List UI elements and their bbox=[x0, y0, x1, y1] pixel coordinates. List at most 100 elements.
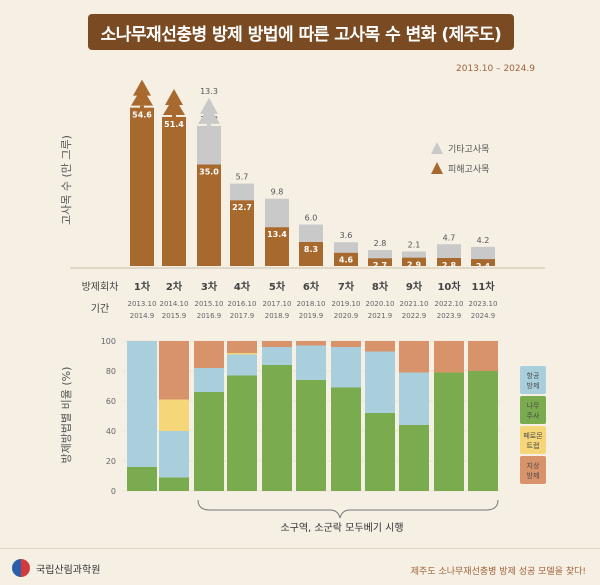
bar-damaged-7 bbox=[334, 252, 358, 266]
label-damaged-10: 2.8 bbox=[442, 261, 457, 270]
bar-injection-4 bbox=[227, 375, 257, 491]
label-other-6: 6.0 bbox=[305, 214, 318, 223]
legend-label-3-a: 페로몬 bbox=[523, 431, 543, 440]
legend-damaged-label: 피해고사목 bbox=[448, 164, 489, 175]
legend-swatch-3 bbox=[520, 426, 546, 454]
period-start-9: 2021.10 bbox=[400, 300, 429, 308]
tree-trunk-icon-1 bbox=[140, 105, 144, 110]
bar-aerial-3 bbox=[194, 368, 224, 392]
bar-damaged-4 bbox=[230, 200, 254, 266]
tree-icon-3 bbox=[198, 97, 220, 124]
y-tick-80: 80 bbox=[106, 367, 116, 376]
tree-icon-1 bbox=[131, 79, 153, 106]
period-start-6: 2018.10 bbox=[297, 300, 326, 308]
bar-damaged-8 bbox=[368, 258, 392, 266]
legend-label-4-b: 방제 bbox=[527, 471, 540, 480]
top-y-axis-label: 고사목 수 (만 그루) bbox=[60, 135, 73, 225]
label-damaged-1: 54.6 bbox=[132, 111, 152, 120]
bar-aerial-1 bbox=[127, 341, 157, 467]
footer-tagline: 제주도 소나무재선충병 방제 성공 모델을 찾다! bbox=[410, 567, 586, 577]
bar-aerial-4 bbox=[227, 354, 257, 376]
round-label-11: 11차 bbox=[471, 280, 495, 293]
org-name: 국립산림과학원 bbox=[36, 564, 101, 576]
label-damaged-11: 2.4 bbox=[476, 262, 491, 271]
period-label: 2013.10 – 2024.9 bbox=[456, 64, 535, 74]
row-label-round: 방제회차 bbox=[82, 281, 119, 293]
institute-logo-icon bbox=[12, 559, 30, 577]
bar-damaged-5 bbox=[265, 227, 289, 266]
label-other-9: 2.1 bbox=[408, 241, 421, 250]
label-damaged-7: 4.6 bbox=[339, 256, 354, 265]
y-tick-20: 20 bbox=[106, 457, 116, 466]
period-start-5: 2017.10 bbox=[263, 300, 292, 308]
period-end-11: 2024.9 bbox=[471, 312, 496, 320]
bottom-y-axis-label: 방제방법별 비율 (%) bbox=[60, 367, 73, 464]
round-label-10: 10차 bbox=[437, 280, 461, 293]
bar-injection-2 bbox=[159, 477, 189, 491]
bar-injection-6 bbox=[296, 380, 326, 491]
legend-swatch-1 bbox=[520, 366, 546, 394]
label-damaged-3: 35.0 bbox=[199, 168, 219, 177]
bar-other-8 bbox=[368, 250, 392, 259]
bar-aerial-2 bbox=[159, 431, 189, 478]
tree-trunk-icon-3 bbox=[207, 123, 211, 128]
period-end-10: 2023.9 bbox=[437, 312, 462, 320]
legend-label-2-a: 나무 bbox=[527, 401, 540, 410]
bar-ground-9 bbox=[399, 341, 429, 373]
y-tick-60: 60 bbox=[106, 397, 116, 406]
y-tick-40: 40 bbox=[106, 427, 116, 436]
round-label-1: 1차 bbox=[134, 280, 151, 293]
bar-other-9 bbox=[402, 251, 426, 258]
label-damaged-6: 8.3 bbox=[304, 245, 318, 254]
bar-other-7 bbox=[334, 242, 358, 253]
label-other-tree-3: 13.3 bbox=[200, 87, 218, 96]
bar-other-5 bbox=[265, 198, 289, 228]
period-start-11: 2023.10 bbox=[469, 300, 498, 308]
legend-label-1-a: 항공 bbox=[527, 371, 540, 380]
y-tick-0: 0 bbox=[111, 487, 116, 496]
bar-injection-11 bbox=[468, 371, 498, 491]
bar-damaged-10 bbox=[437, 257, 461, 266]
bar-injection-7 bbox=[331, 387, 361, 491]
bar-injection-9 bbox=[399, 425, 429, 491]
label-other-8: 2.8 bbox=[374, 239, 387, 248]
bar-damaged-6 bbox=[299, 241, 323, 266]
bar-ground-7 bbox=[331, 341, 361, 347]
round-label-7: 7차 bbox=[338, 280, 355, 293]
period-start-3: 2015.10 bbox=[195, 300, 224, 308]
bar-injection-8 bbox=[365, 413, 395, 491]
period-start-2: 2014.10 bbox=[160, 300, 189, 308]
period-start-8: 2020.10 bbox=[366, 300, 395, 308]
bar-damaged-9 bbox=[402, 257, 426, 266]
bar-damaged-3 bbox=[197, 164, 221, 266]
footer-divider bbox=[0, 548, 600, 549]
period-end-3: 2016.9 bbox=[197, 312, 222, 320]
period-start-1: 2013.10 bbox=[128, 300, 157, 308]
bar-other-6 bbox=[299, 224, 323, 242]
bar-ground-3 bbox=[194, 341, 224, 368]
bar-aerial-6 bbox=[296, 345, 326, 380]
bar-ground-6 bbox=[296, 341, 326, 346]
row-label-period: 기간 bbox=[91, 303, 109, 315]
period-end-4: 2017.9 bbox=[230, 312, 255, 320]
legend-label-2-b: 주사 bbox=[527, 411, 540, 420]
bar-aerial-5 bbox=[262, 347, 292, 365]
round-label-4: 4차 bbox=[234, 280, 251, 293]
label-damaged-2: 51.4 bbox=[164, 120, 184, 129]
bar-ground-11 bbox=[468, 341, 498, 371]
legend-other-icon bbox=[431, 142, 443, 154]
title-banner: 소나무재선충병 방제 방법에 따른 고사목 수 변화 (제주도) bbox=[88, 14, 514, 50]
period-end-2: 2015.9 bbox=[162, 312, 187, 320]
round-label-2: 2차 bbox=[166, 280, 183, 293]
bar-injection-1 bbox=[127, 467, 157, 491]
round-label-9: 9차 bbox=[406, 280, 423, 293]
bar-injection-5 bbox=[262, 365, 292, 491]
legend-label-3-b: 트랩 bbox=[527, 442, 540, 450]
period-start-7: 2019.10 bbox=[332, 300, 361, 308]
bar-pheromone-4 bbox=[227, 353, 257, 355]
period-start-10: 2022.10 bbox=[435, 300, 464, 308]
bar-ground-10 bbox=[434, 341, 464, 373]
legend-swatch-2 bbox=[520, 396, 546, 424]
bar-ground-5 bbox=[262, 341, 292, 347]
